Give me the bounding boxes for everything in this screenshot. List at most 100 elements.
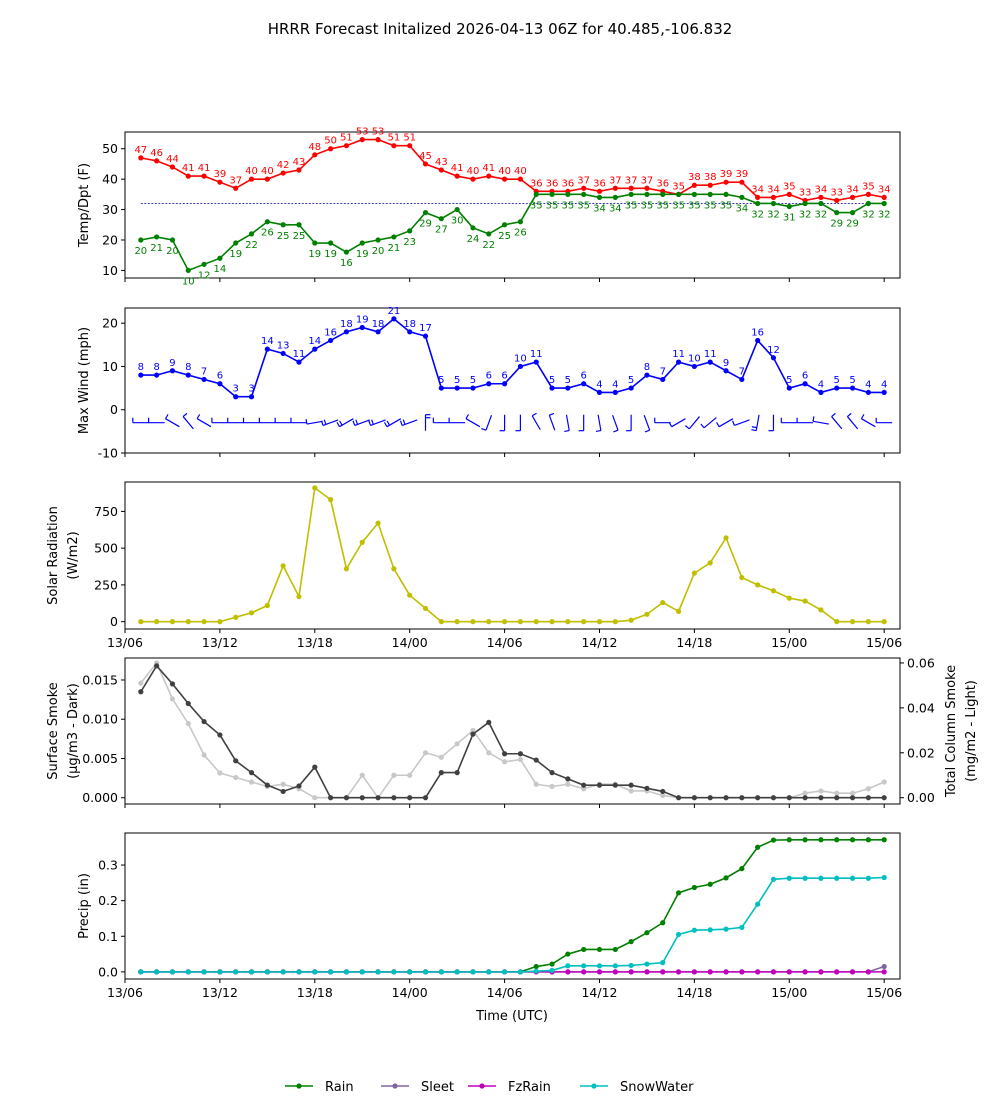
data-point (612, 782, 618, 788)
wind-barb-flag (564, 429, 570, 433)
data-point (691, 969, 697, 975)
legend-label: Rain (325, 1080, 354, 1095)
data-point (138, 689, 144, 695)
data-label: 35 (546, 200, 559, 211)
data-label: 33 (799, 187, 812, 198)
data-point (675, 890, 682, 896)
wind-barb-shaft (831, 416, 843, 430)
data-point (233, 758, 239, 764)
data-label: 8 (153, 362, 159, 373)
data-point (501, 759, 508, 765)
data-point (422, 333, 429, 339)
data-point (596, 194, 603, 200)
data-point (628, 782, 634, 788)
y-axis-unit: (μg/m3 - Dark) (66, 683, 81, 779)
x-tick-label: 15/06 (866, 985, 902, 1000)
data-point (185, 720, 191, 727)
y-tick-label: 0.3 (98, 858, 118, 873)
wind-barb-flag (644, 429, 650, 433)
data-point (865, 191, 871, 197)
data-label: 33 (830, 187, 843, 198)
data-label: 35 (561, 200, 574, 211)
wind-barb (875, 417, 893, 424)
data-point (422, 795, 429, 801)
data-point (233, 969, 239, 975)
wind-barb-shaft (354, 419, 370, 427)
data-point (865, 619, 871, 625)
wind-barb (612, 414, 619, 433)
data-point (201, 619, 207, 625)
figure-title: HRRR Forecast Initalized 2026-04-13 06Z … (268, 20, 733, 38)
data-point (755, 200, 761, 207)
data-point (691, 795, 697, 801)
data-point (470, 385, 476, 391)
data-point (501, 619, 508, 625)
wind-barb (352, 419, 370, 427)
data-label: 32 (799, 209, 812, 220)
data-label: 4 (596, 379, 602, 390)
wind-barb (751, 414, 760, 432)
data-point (138, 969, 144, 975)
wind-barb-shaft (465, 418, 481, 428)
data-point (391, 234, 397, 240)
wind-barb (668, 418, 686, 428)
x-axis-label: Time (UTC) (475, 1009, 548, 1024)
data-point (422, 161, 429, 167)
data-point (596, 389, 603, 396)
data-point (154, 234, 160, 240)
data-point (581, 185, 587, 191)
data-point (660, 920, 666, 926)
data-point (501, 222, 508, 228)
data-point (343, 249, 350, 255)
data-point (770, 876, 777, 882)
legend-marker (591, 1083, 597, 1089)
data-point (881, 200, 887, 207)
data-point (834, 619, 840, 625)
y-tick-label: 250 (94, 577, 118, 592)
data-point (628, 617, 634, 623)
wind-barb-flag (751, 429, 757, 432)
data-point (644, 961, 650, 967)
wind-barb (368, 419, 386, 427)
data-point (755, 969, 761, 975)
panel-frame (124, 832, 901, 980)
wind-barb (290, 417, 307, 424)
wind-barb-shaft (846, 416, 859, 430)
wind-barb (165, 414, 180, 428)
series-line (140, 838, 885, 973)
panel-frame (124, 131, 901, 279)
data-label: 39 (720, 169, 733, 180)
wind-barb-flag (182, 412, 188, 418)
data-point (707, 359, 713, 365)
data-point (675, 931, 682, 938)
data-label: 20 (134, 246, 147, 257)
wind-barb-flag (549, 412, 555, 416)
data-label: 40 (467, 166, 480, 177)
data-point (565, 385, 571, 391)
data-point (328, 337, 334, 344)
data-label: 12 (767, 345, 780, 356)
data-point (707, 182, 713, 188)
data-label: 29 (846, 219, 859, 230)
data-point (881, 969, 887, 975)
series-line (140, 664, 885, 799)
data-point (217, 381, 223, 387)
data-label: 10 (688, 353, 701, 364)
data-point (786, 191, 792, 197)
wind-barb-shaft (718, 418, 734, 428)
wind-barb (796, 417, 814, 424)
data-point (486, 381, 492, 387)
data-label: 46 (150, 148, 163, 159)
legend-marker (479, 1083, 485, 1089)
data-point (628, 788, 634, 794)
data-label: 22 (482, 240, 495, 251)
data-label: 30 (451, 216, 464, 227)
wind-barb (336, 418, 354, 428)
y-right-tick-label: 0.00 (907, 790, 935, 805)
wind-barb-flag (831, 412, 836, 418)
wind-barb-flag (812, 416, 815, 422)
data-point (343, 969, 350, 975)
data-label: 34 (735, 203, 748, 214)
data-label: 43 (435, 157, 448, 168)
